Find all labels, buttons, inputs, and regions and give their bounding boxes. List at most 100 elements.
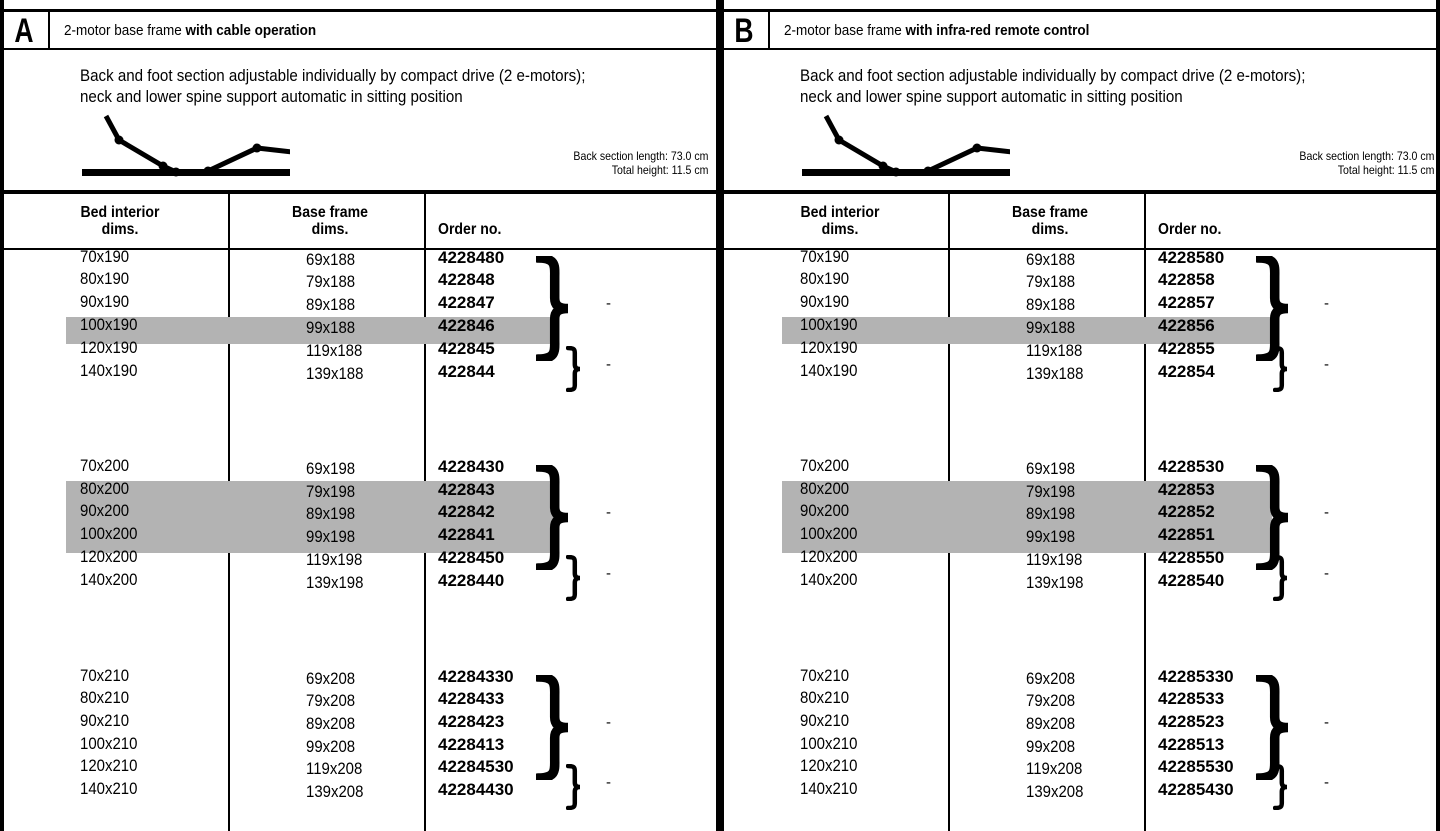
small-brace [566, 555, 581, 601]
frame-specs: Back section length: 73.0 cm Total height… [1299, 149, 1434, 177]
order-number: 422855 [1158, 339, 1215, 358]
description-line: Back and foot section adjustable individ… [800, 66, 1306, 85]
base-frame-dims: 119x198 [1026, 550, 1083, 569]
small-brace [566, 346, 581, 392]
base-frame-dims: 119x208 [306, 759, 363, 778]
bed-interior-dims: 140x200 [80, 570, 138, 589]
base-frame-dims: 119x198 [306, 550, 363, 569]
brace-note: - [606, 714, 611, 731]
brace-note: - [1324, 295, 1329, 312]
base-frame-dims: 79x188 [1026, 272, 1076, 291]
base-frame-dims: 99x208 [306, 737, 356, 756]
bed-frame-diagram [802, 114, 1010, 177]
brace-note: - [1324, 356, 1329, 373]
description-bottom-border [720, 190, 1440, 194]
bed-interior-dims: 90x210 [800, 711, 850, 730]
panel-title-prefix: 2-motor base frame [784, 22, 906, 39]
bed-interior-dims: 100x210 [800, 734, 858, 753]
column-header: Bed interior dims. [770, 204, 911, 238]
base-frame-dims: 89x208 [306, 714, 356, 733]
bed-interior-dims: 100x190 [80, 315, 138, 334]
order-number: 422841 [438, 525, 495, 544]
panel-right-border [1436, 0, 1440, 831]
brace-note: - [606, 295, 611, 312]
base-frame-dims: 139x188 [1026, 364, 1084, 383]
large-brace [536, 675, 569, 780]
spec-line: Back section length: 73.0 cm [572, 149, 708, 163]
order-number: 42285330 [1158, 667, 1234, 686]
base-frame-dims: 99x198 [1026, 527, 1076, 546]
bed-interior-dims: 120x200 [80, 547, 138, 566]
bed-interior-dims: 80x200 [800, 479, 850, 498]
bed-interior-dims: 80x190 [80, 269, 130, 288]
bed-interior-dims: 140x190 [80, 361, 138, 380]
highlight-row [66, 317, 556, 344]
base-frame-dims: 69x208 [306, 669, 356, 688]
bed-interior-dims: 70x190 [80, 247, 130, 266]
base-frame-dims: 139x208 [306, 782, 364, 801]
column-header: Order no. [438, 221, 502, 238]
bed-interior-dims: 100x200 [800, 524, 858, 543]
base-frame-dims: 69x188 [1026, 250, 1076, 269]
order-number: 422847 [438, 293, 495, 312]
highlight-row [66, 505, 556, 530]
brace-note: - [1324, 774, 1329, 791]
description-line: neck and lower spine support automatic i… [80, 87, 463, 106]
bed-interior-dims: 90x190 [80, 292, 130, 311]
highlight-row [782, 317, 1272, 344]
bed-interior-dims: 80x190 [800, 269, 850, 288]
order-number: 42284430 [438, 780, 514, 799]
panel-letter: B [734, 11, 754, 50]
column-header: Base frame dims. [260, 204, 401, 238]
order-number: 4228580 [1158, 248, 1225, 267]
base-frame-dims: 79x198 [1026, 482, 1076, 501]
order-number: 422848 [438, 270, 495, 289]
bed-interior-dims: 70x200 [80, 456, 130, 475]
brace-note: - [606, 356, 611, 373]
bed-interior-dims: 80x200 [80, 479, 130, 498]
panel-title-prefix: 2-motor base frame [64, 22, 186, 39]
base-frame-dims: 119x188 [306, 341, 363, 360]
panel-description: Back and foot section adjustable individ… [800, 65, 1432, 107]
base-frame-dims: 89x188 [306, 295, 356, 314]
order-number: 4228423 [438, 712, 505, 731]
base-frame-dims: 79x198 [306, 482, 356, 501]
column-header-bottom-border [0, 248, 720, 250]
order-number: 4228480 [438, 248, 505, 267]
order-number: 4228440 [438, 571, 505, 590]
order-number: 422856 [1158, 316, 1215, 335]
base-frame-dims: 139x198 [1026, 573, 1084, 592]
bed-interior-dims: 120x190 [800, 338, 858, 357]
bed-interior-dims: 100x210 [80, 734, 138, 753]
order-number: 422858 [1158, 270, 1215, 289]
panel-title: 2-motor base frame with infra-red remote… [784, 22, 1089, 39]
large-brace [536, 256, 569, 361]
base-frame-dims: 89x208 [1026, 714, 1076, 733]
description-line: Back and foot section adjustable individ… [80, 66, 586, 85]
order-number: 422852 [1158, 502, 1215, 521]
bed-interior-dims: 140x210 [80, 779, 138, 798]
bed-interior-dims: 140x190 [800, 361, 858, 380]
base-frame-dims: 89x188 [1026, 295, 1076, 314]
column-header: Order no. [1158, 221, 1222, 238]
base-frame-dims: 99x188 [306, 318, 356, 337]
small-brace [1273, 346, 1288, 392]
base-frame-dims: 139x208 [1026, 782, 1084, 801]
panel-b: B 2-motor base frame with infra-red remot… [716, 0, 1440, 831]
header-bottom-border [0, 48, 720, 50]
bed-interior-dims: 70x200 [800, 456, 850, 475]
highlight-row [782, 481, 1272, 508]
column-header-line: dims. [311, 221, 349, 238]
highlight-row [66, 481, 556, 508]
panel-title-bold: with cable operation [185, 22, 317, 39]
small-brace [566, 764, 581, 810]
column-header-line: Base frame [1012, 204, 1088, 221]
order-number: 422853 [1158, 480, 1215, 499]
panel-title: 2-motor base frame with cable operation [64, 22, 316, 39]
base-frame-dims: 119x188 [1026, 341, 1083, 360]
order-number: 422845 [438, 339, 495, 358]
base-frame-dims: 99x188 [1026, 318, 1076, 337]
bed-interior-dims: 120x200 [800, 547, 858, 566]
order-number: 4228433 [438, 689, 505, 708]
order-number: 42285430 [1158, 780, 1234, 799]
